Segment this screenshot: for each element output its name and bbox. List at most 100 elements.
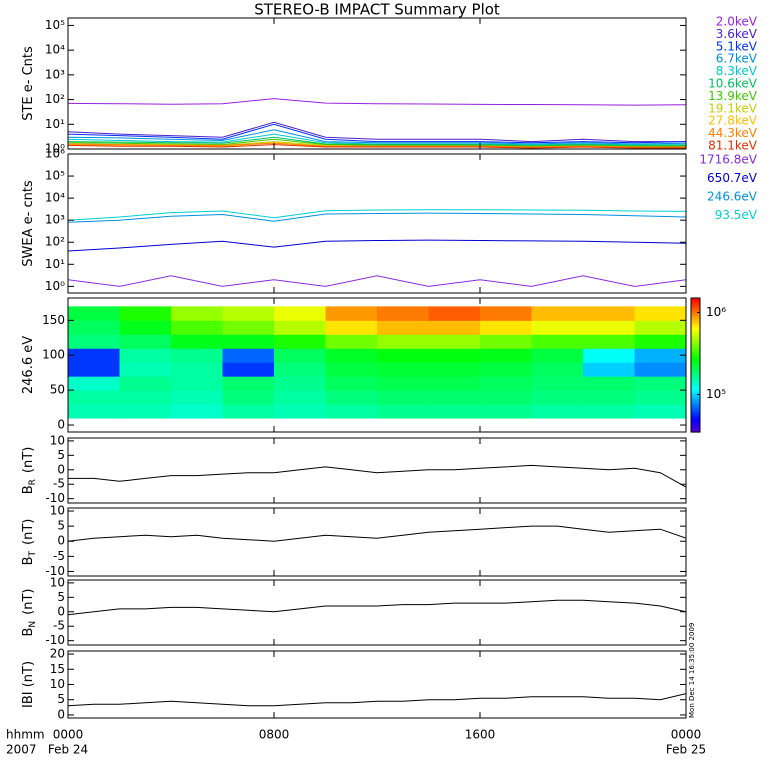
heat-cell bbox=[583, 390, 635, 405]
panel-frame bbox=[67, 507, 687, 577]
colorbar-step bbox=[691, 320, 700, 323]
legend-entry: 13.9keV bbox=[708, 89, 758, 103]
heat-cell bbox=[531, 390, 584, 405]
heat-cell bbox=[583, 376, 635, 391]
colorbar-step bbox=[691, 416, 700, 419]
panel bbox=[68, 599, 686, 616]
heat-cell bbox=[583, 404, 635, 419]
panel-frame bbox=[67, 437, 687, 504]
x-tick-label: 0800 bbox=[259, 728, 290, 742]
series-line bbox=[68, 212, 686, 223]
heat-cell bbox=[325, 306, 378, 321]
colorbar-step bbox=[691, 370, 700, 373]
heat-cell bbox=[480, 404, 532, 419]
y-tick-label: 15 bbox=[50, 662, 65, 676]
y-axis-label: BT (nT) bbox=[21, 519, 38, 566]
colorbar-step bbox=[691, 298, 700, 301]
colorbar-step bbox=[691, 396, 700, 399]
series-line bbox=[68, 98, 686, 106]
series-line bbox=[68, 144, 686, 149]
heat-cell bbox=[634, 376, 686, 391]
y-label-main: STE e- Cnts bbox=[21, 46, 36, 121]
y-label-unit: (nT) bbox=[21, 447, 36, 473]
heat-cell bbox=[171, 348, 223, 363]
y-tick-label: 150 bbox=[42, 313, 65, 327]
y-label-main: B bbox=[21, 628, 36, 637]
colorbar-step bbox=[691, 350, 700, 353]
colorbar-step bbox=[691, 356, 700, 359]
heat-cell bbox=[377, 348, 429, 363]
heat-cell bbox=[171, 376, 223, 391]
heat-cell bbox=[274, 348, 326, 363]
heat-cell bbox=[531, 320, 584, 335]
colorbar-step bbox=[691, 348, 700, 351]
y-tick-label: -10 bbox=[45, 564, 65, 578]
heat-cell bbox=[583, 334, 635, 349]
y-label-main: SWEA e- cnts bbox=[21, 180, 36, 267]
heat-cell bbox=[274, 334, 326, 349]
colorbar-step bbox=[691, 408, 700, 411]
series-line bbox=[68, 136, 686, 146]
heat-cell bbox=[480, 334, 532, 349]
legend-entry: 650.7eV bbox=[707, 171, 758, 185]
y-axis-label: BR (nT) bbox=[21, 447, 38, 495]
colorbar-step bbox=[691, 418, 700, 421]
legend-entry: 6.7keV bbox=[716, 52, 758, 66]
heat-cell bbox=[119, 306, 172, 321]
colorbar-step bbox=[691, 394, 700, 397]
heat-cell bbox=[171, 390, 223, 405]
colorbar-step bbox=[691, 368, 700, 371]
heat-cell bbox=[325, 404, 378, 419]
colorbar-step bbox=[691, 402, 700, 405]
colorbar-step bbox=[691, 426, 700, 429]
colorbar-step bbox=[691, 360, 700, 363]
colorbar-step bbox=[691, 382, 700, 385]
heat-cell bbox=[325, 376, 378, 391]
heat-cell bbox=[274, 376, 326, 391]
y-tick-label: 0 bbox=[57, 462, 65, 476]
y-tick-label: 5 bbox=[57, 448, 65, 462]
heat-cell bbox=[68, 320, 120, 335]
colorbar-step bbox=[691, 342, 700, 345]
heat-cell bbox=[119, 376, 172, 391]
heat-cell bbox=[119, 320, 172, 335]
colorbar-step bbox=[691, 306, 700, 309]
heat-cell bbox=[68, 362, 120, 377]
y-tick-label: 10² bbox=[45, 92, 65, 106]
heat-cell bbox=[480, 348, 532, 363]
colorbar-step bbox=[691, 358, 700, 361]
colorbar-step bbox=[691, 424, 700, 427]
y-tick-label: -10 bbox=[45, 633, 65, 647]
colorbar-step bbox=[691, 430, 700, 433]
y-label-sub: T bbox=[28, 550, 38, 557]
y-tick-label: 10³ bbox=[45, 67, 65, 81]
colorbar-step bbox=[691, 334, 700, 337]
y-tick-label: 10⁵ bbox=[45, 169, 65, 183]
heat-cell bbox=[222, 376, 275, 391]
heat-cell bbox=[428, 390, 481, 405]
y-axis-label: BN (nT) bbox=[21, 589, 38, 637]
colorbar-step bbox=[691, 318, 700, 321]
heat-cell bbox=[531, 376, 584, 391]
y-tick-label: 10⁴ bbox=[45, 191, 65, 205]
y-tick-label: 10¹ bbox=[45, 257, 65, 271]
x-date-label: Feb 25 bbox=[666, 743, 706, 757]
colorbar-step bbox=[691, 374, 700, 377]
colorbar-step bbox=[691, 414, 700, 417]
y-tick-label: 5 bbox=[57, 590, 65, 604]
heat-cell bbox=[480, 362, 532, 377]
colorbar-step bbox=[691, 300, 700, 303]
series-line bbox=[68, 142, 686, 148]
legend-entry: 19.1keV bbox=[708, 101, 758, 115]
y-label-sub: R bbox=[28, 479, 38, 485]
y-axis-label: STE e- Cnts bbox=[21, 46, 36, 121]
y-label-main: IBI (nT) bbox=[21, 661, 36, 708]
heat-cell bbox=[222, 362, 275, 377]
colorbar-step bbox=[691, 314, 700, 317]
y-tick-label: 100 bbox=[42, 348, 65, 362]
y-tick-label: 10¹ bbox=[45, 117, 65, 131]
colorbar-step bbox=[691, 328, 700, 331]
y-tick-label: 5 bbox=[57, 519, 65, 533]
colorbar-step bbox=[691, 390, 700, 393]
heat-cell bbox=[222, 334, 275, 349]
